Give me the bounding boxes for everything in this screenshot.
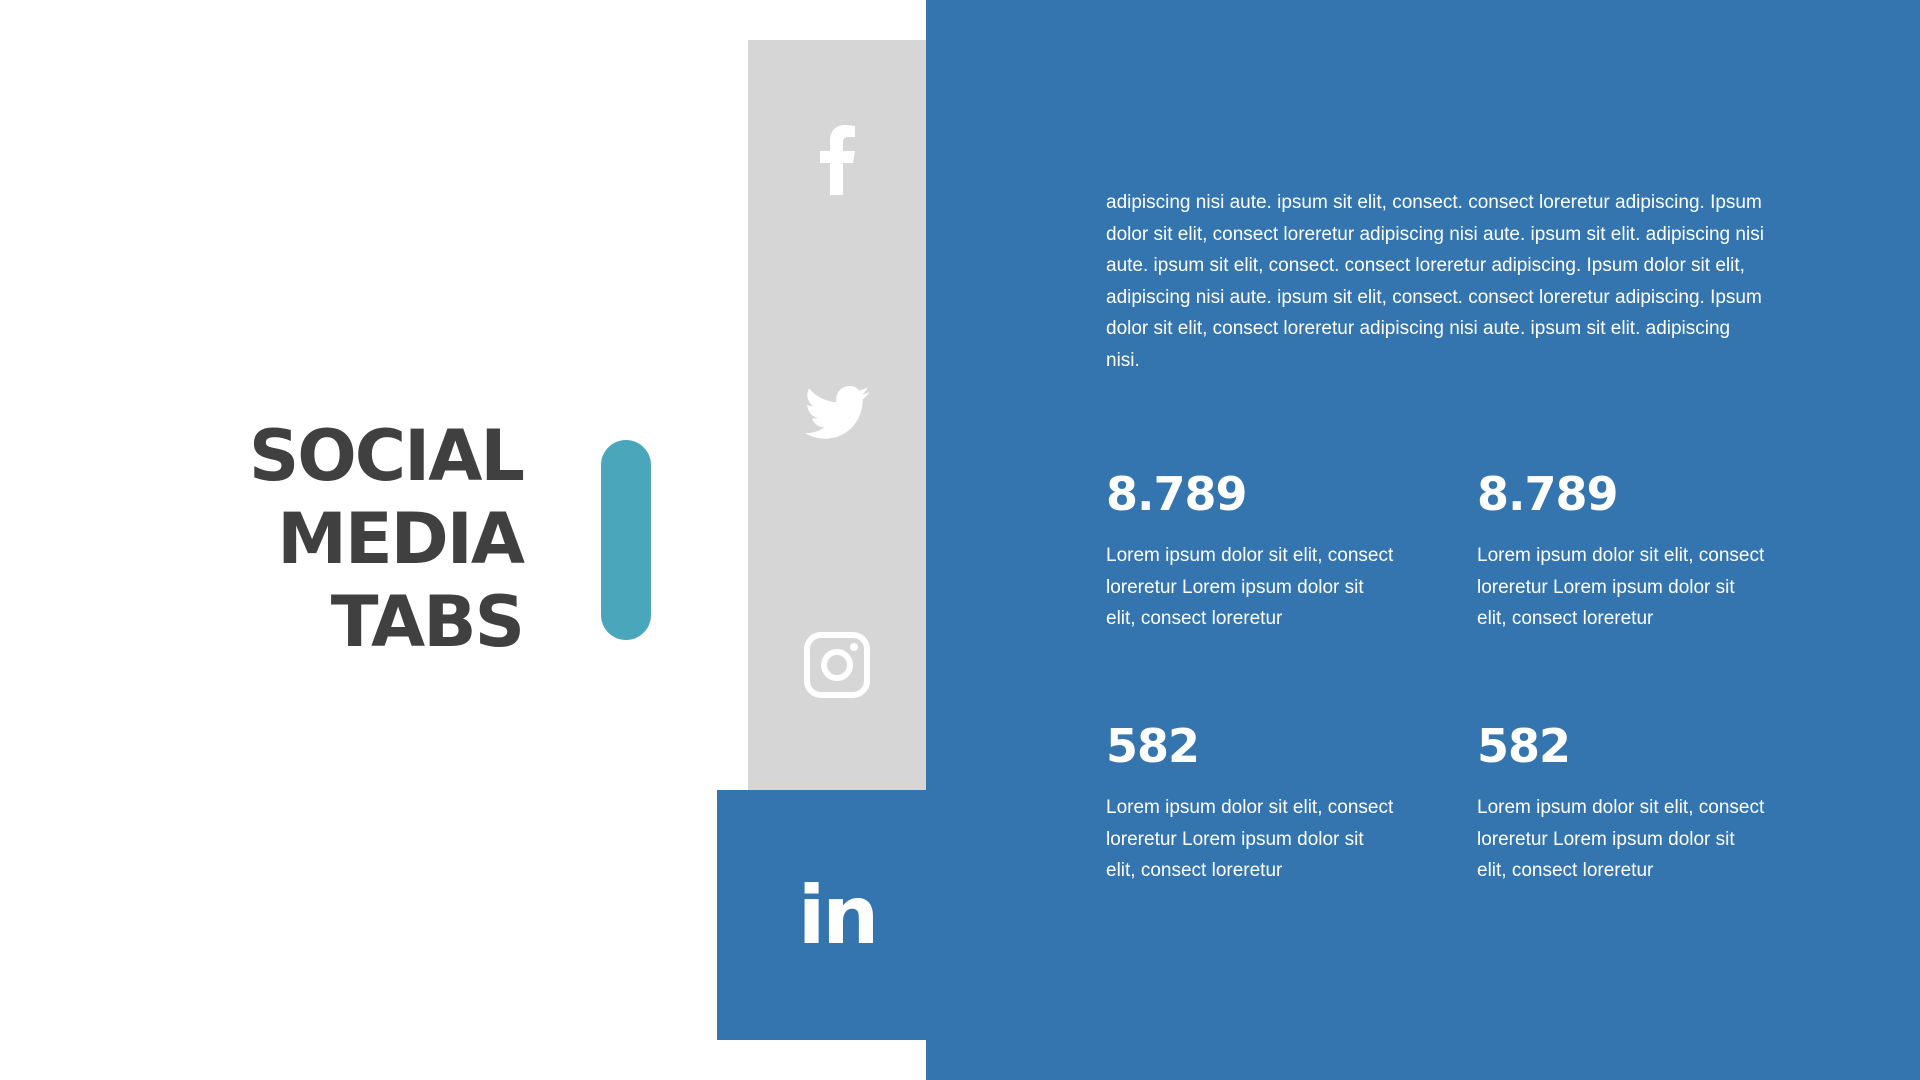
stat-value: 8.789 [1477,467,1619,521]
instagram-icon[interactable] [797,625,877,705]
stat-value: 8.789 [1106,467,1248,521]
stat-card: 8.789 Lorem ipsum dolor sit elit, consec… [1477,464,1807,635]
title-line: SOCIAL [248,415,525,497]
intro-paragraph: adipiscing nisi aute. ipsum sit elit, co… [1106,192,1764,371]
stat-value: 582 [1106,719,1200,773]
stat-description: Lorem ipsum dolor sit elit, consect lore… [1106,797,1394,881]
tab-linkedin-active[interactable] [717,790,926,1040]
stat-card: 8.789 Lorem ipsum dolor sit elit, consec… [1106,464,1436,635]
linkedin-icon[interactable]: in [797,869,879,962]
stat-description: Lorem ipsum dolor sit elit, consect lore… [1477,545,1765,629]
page-title: SOCIAL MEDIA TABS [248,415,525,664]
linkedin-label: in [797,869,879,962]
stat-card: 582 Lorem ipsum dolor sit elit, consect … [1477,716,1807,887]
title-line: MEDIA [277,498,525,580]
stat-value: 582 [1477,719,1571,773]
stat-description: Lorem ipsum dolor sit elit, consect lore… [1477,797,1765,881]
stat-card: 582 Lorem ipsum dolor sit elit, consect … [1106,716,1436,887]
accent-pill [601,440,651,640]
stat-description: Lorem ipsum dolor sit elit, consect lore… [1106,545,1394,629]
twitter-icon[interactable] [797,373,877,453]
title-line: TABS [330,581,525,663]
facebook-icon[interactable] [797,120,877,200]
content-panel [926,0,1920,1080]
